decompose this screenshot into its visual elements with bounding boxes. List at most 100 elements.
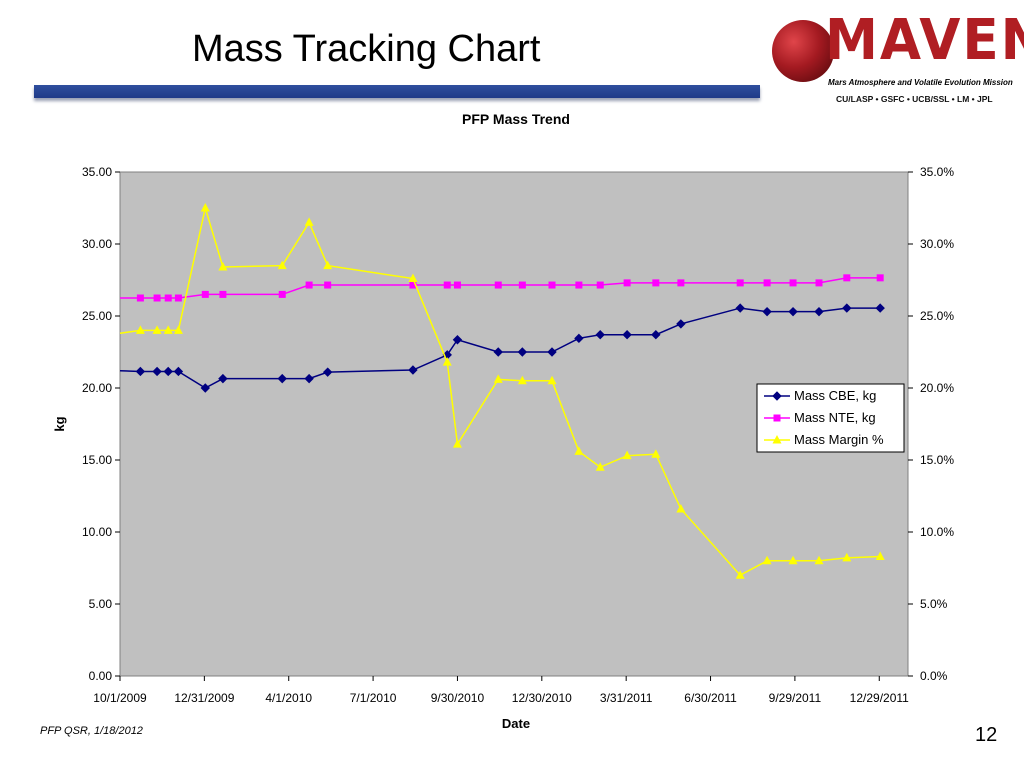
y-tick-label: 20.00 [82, 381, 112, 395]
x-tick-label: 12/30/2010 [512, 691, 572, 705]
data-point [762, 555, 772, 565]
data-point [651, 330, 661, 340]
data-point [772, 391, 782, 401]
data-point [219, 290, 227, 298]
maven-logo: MAVEN Mars Atmosphere and Volatile Evolu… [770, 8, 1024, 108]
data-point [815, 279, 823, 287]
data-point [442, 357, 452, 366]
data-point [164, 294, 172, 302]
data-point [763, 279, 771, 287]
y2-tick-label: 20.0% [920, 381, 954, 395]
data-point [517, 347, 528, 357]
logo-partners: CU/LASP • GSFC • UCB/SSL • LM • JPL [836, 94, 993, 104]
data-point [773, 414, 781, 422]
x-tick-label: 9/30/2010 [431, 691, 485, 705]
legend-label: Mass NTE, kg [794, 410, 876, 425]
data-point [875, 551, 885, 560]
y-tick-label: 0.00 [89, 669, 113, 683]
data-point [304, 217, 314, 226]
x-tick-label: 12/31/2009 [174, 691, 234, 705]
y2-tick-label: 35.0% [920, 165, 954, 179]
data-point [218, 262, 228, 271]
series-0 [119, 303, 885, 393]
data-point [788, 555, 798, 565]
data-point [651, 449, 661, 458]
x-axis: 10/1/2009 12/31/2009 4/1/2010 7/1/2010 9/30/… [93, 676, 909, 705]
data-point [200, 383, 210, 393]
y-tick-label: 5.00 [89, 597, 113, 611]
data-point [596, 281, 604, 289]
data-point [409, 281, 417, 289]
data-point [152, 366, 162, 377]
data-point [575, 281, 583, 289]
data-point [788, 306, 798, 317]
y2-tick-label: 30.0% [920, 237, 954, 251]
y-tick-label: 35.00 [82, 165, 112, 179]
data-point [735, 303, 745, 313]
x-tick-label: 6/30/2011 [684, 691, 737, 705]
data-point [324, 281, 332, 289]
data-point [574, 446, 584, 455]
y-tick-label: 25.00 [82, 309, 112, 323]
data-point [676, 319, 686, 329]
data-point [136, 294, 144, 302]
data-point [452, 439, 462, 448]
slide-title: Mass Tracking Chart [192, 28, 541, 70]
data-point [135, 366, 146, 377]
data-point [200, 203, 210, 212]
data-point [547, 347, 557, 357]
data-point [735, 570, 745, 579]
data-point [789, 279, 797, 287]
data-point [493, 347, 503, 357]
data-point [494, 281, 502, 289]
data-point [218, 373, 228, 384]
data-point [277, 260, 287, 270]
data-point [762, 306, 772, 317]
data-point [201, 290, 209, 298]
data-point [547, 375, 557, 385]
data-point [322, 367, 333, 377]
data-point [772, 435, 782, 444]
x-tick-label: 12/29/2011 [850, 691, 909, 705]
logo-wordmark: MAVEN [825, 8, 1024, 73]
data-point [304, 373, 314, 384]
y-tick-label: 10.00 [82, 525, 112, 539]
data-point [843, 274, 851, 282]
x-tick-label: 3/31/2011 [600, 691, 653, 705]
x-tick-label: 10/1/2009 [93, 691, 147, 705]
page-number: 12 [975, 724, 998, 746]
data-point [453, 281, 461, 289]
data-point [652, 279, 660, 287]
chart-title: PFP Mass Trend [462, 111, 570, 127]
footer-text: PFP QSR, 1/18/2012 [40, 725, 143, 737]
x-tick-label: 4/1/2010 [265, 691, 312, 705]
y2-tick-label: 5.0% [920, 597, 948, 611]
data-point [622, 450, 632, 460]
y2-tick-label: 25.0% [920, 309, 954, 323]
series-2 [119, 203, 885, 579]
data-point [443, 281, 451, 289]
data-point [408, 273, 418, 283]
data-point [548, 281, 556, 289]
y2-tick-label: 0.0% [920, 669, 948, 683]
y-tick-label: 15.00 [82, 453, 112, 467]
data-point [163, 366, 173, 377]
series-layer [119, 203, 885, 579]
y-axis-right: 0.0% 5.0% 10.0% 15.0% 20.0% 25.0% 30.0% 35.0% [908, 165, 954, 683]
x-tick-label: 9/29/2011 [769, 691, 822, 705]
y-tick-label: 30.00 [82, 237, 112, 251]
data-point [517, 375, 527, 385]
mars-planet-icon [772, 20, 834, 82]
data-point [153, 294, 161, 302]
data-point [173, 325, 183, 334]
data-point [323, 260, 333, 270]
data-point [408, 365, 418, 375]
data-point [622, 330, 632, 340]
data-point [452, 335, 463, 345]
data-point [677, 279, 685, 287]
data-point [736, 279, 744, 287]
data-point [876, 274, 884, 282]
data-point [842, 552, 852, 562]
x-axis-label: Date [502, 716, 530, 731]
y2-tick-label: 15.0% [920, 453, 954, 467]
